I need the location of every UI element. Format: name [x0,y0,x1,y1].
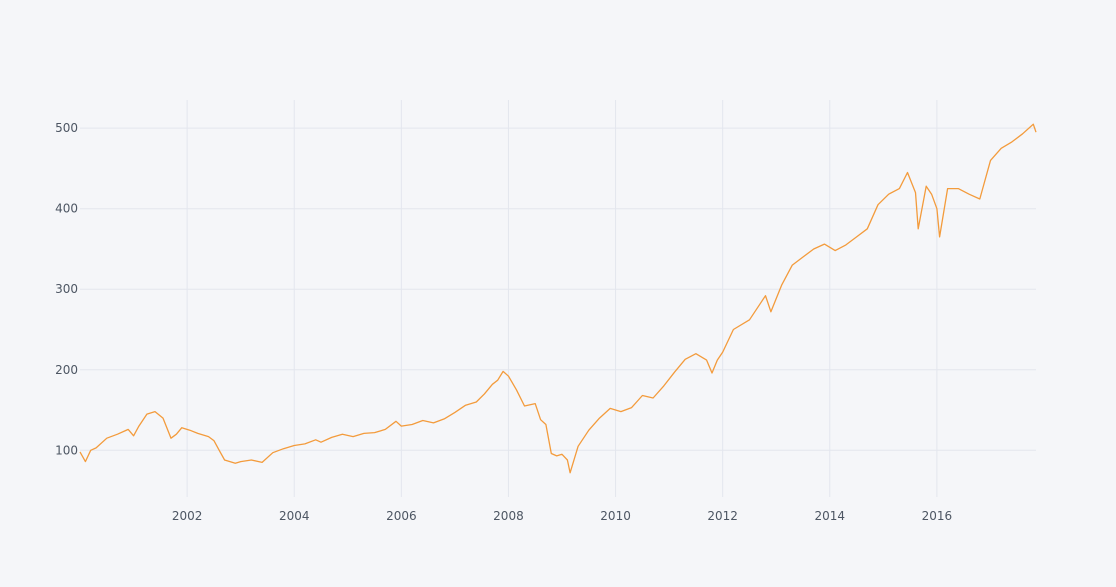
x-tick-label-2016: 2016 [922,509,953,523]
x-tick-label-2006: 2006 [386,509,417,523]
x-tick-label-2014: 2014 [815,509,846,523]
x-tick-label-2010: 2010 [600,509,631,523]
x-tick-label-2002: 2002 [172,509,203,523]
x-axis-tick-labels: 2002 2004 2006 2008 2010 2012 2014 2016 [172,509,952,523]
y-tick-label-300: 300 [55,282,78,296]
x-tick-label-2004: 2004 [279,509,310,523]
y-tick-label-200: 200 [55,363,78,377]
series-line-0 [79,123,1037,474]
y-tick-label-500: 500 [55,121,78,135]
x-tick-label-2008: 2008 [493,509,524,523]
y-axis-tick-labels: 100 200 300 400 500 [55,121,78,457]
y-tick-label-100: 100 [55,443,78,457]
series-layer [79,123,1037,474]
y-tick-label-400: 400 [55,202,78,216]
x-tick-label-2012: 2012 [707,509,738,523]
vertical-gridlines [186,100,938,497]
